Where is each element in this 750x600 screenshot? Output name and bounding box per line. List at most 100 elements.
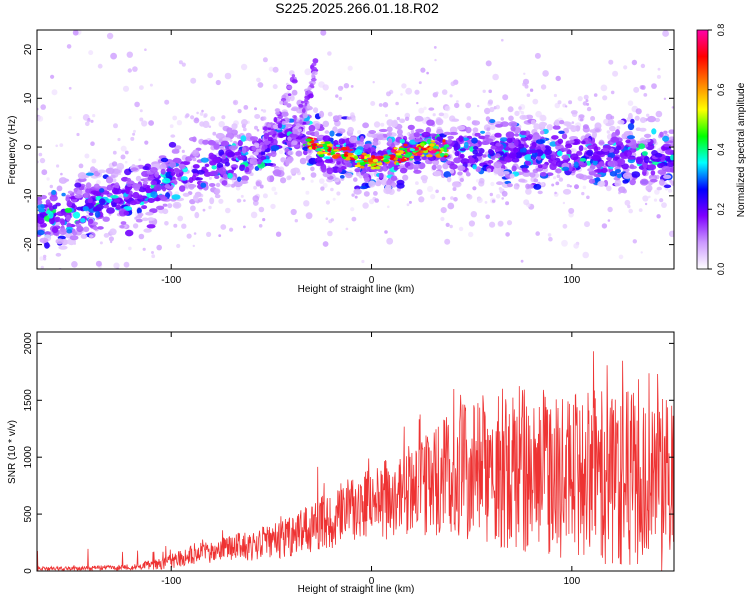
heatmap-cell	[156, 244, 162, 251]
heatmap-cell	[449, 126, 458, 134]
heatmap-cell	[612, 70, 619, 77]
heatmap-cell	[178, 60, 183, 65]
heatmap-cell	[573, 161, 579, 168]
heatmap-cell	[236, 134, 241, 139]
heatmap-cell	[416, 101, 419, 105]
heatmap-cell	[116, 162, 125, 171]
heatmap-cell	[615, 141, 624, 146]
heatmap-cell	[172, 157, 182, 164]
heatmap-cell	[446, 139, 453, 144]
heatmap-cell	[582, 251, 589, 259]
colorbar-tick-label: 0.6	[716, 83, 726, 96]
heatmap-cell	[291, 79, 298, 84]
heatmap-cell	[172, 115, 178, 121]
heatmap-cell	[218, 149, 225, 156]
heatmap-cell	[518, 178, 526, 183]
heatmap-cell	[403, 154, 412, 158]
heatmap-cell	[546, 124, 553, 131]
heatmap-cell	[255, 148, 262, 153]
heatmap-cell	[148, 120, 155, 126]
heatmap-cell	[94, 210, 101, 218]
snr-x-axis-label: Height of straight line (km)	[298, 584, 415, 595]
heatmap-cell	[594, 128, 601, 133]
heatmap-cell	[55, 300, 60, 305]
heatmap-cell	[269, 175, 275, 183]
heatmap-cell	[521, 167, 528, 172]
heatmap-cell	[324, 159, 334, 164]
heatmap-cell	[359, 135, 365, 142]
heatmap-cell	[200, 157, 209, 163]
heatmap-cell	[162, 203, 168, 207]
heatmap-cell	[593, 145, 599, 153]
heatmap-cell	[518, 143, 525, 149]
heatmap-cell	[314, 157, 323, 163]
heatmap-cell	[438, 112, 445, 117]
heatmap-cell	[408, 200, 412, 204]
heatmap-cell	[362, 202, 369, 209]
heatmap-cell	[56, 164, 60, 168]
heatmap-cell	[609, 160, 618, 168]
heatmap-cell	[244, 166, 250, 173]
heatmap-cell	[193, 117, 200, 124]
heatmap-cell	[570, 153, 579, 161]
heatmap-cell	[272, 84, 278, 90]
heatmap-cell	[236, 198, 242, 203]
heatmap-cell	[375, 180, 382, 187]
heatmap-cell	[46, 177, 50, 181]
heatmap-cell	[263, 133, 270, 139]
heatmap-cell	[264, 162, 274, 166]
heatmap-cell	[253, 151, 259, 156]
heatmap-cell	[553, 176, 557, 180]
heatmap-cell	[362, 122, 369, 129]
heatmap-cell	[435, 189, 439, 194]
spectrogram-x-ticks: -100 0 100	[161, 30, 581, 286]
heatmap-cell	[607, 206, 613, 213]
heatmap-cell	[59, 218, 65, 224]
heatmap-cell	[193, 232, 197, 235]
heatmap-cell	[493, 167, 502, 175]
heatmap-cell	[111, 161, 118, 167]
y-tick-label: 20	[23, 44, 34, 56]
heatmap-cell	[173, 223, 178, 228]
heatmap-cell	[622, 179, 629, 184]
heatmap-cell	[565, 105, 568, 108]
heatmap-cell	[243, 105, 249, 110]
heatmap-cell	[393, 166, 399, 171]
heatmap-cell	[344, 162, 352, 168]
heatmap-cell	[505, 131, 515, 139]
heatmap-cell	[130, 167, 139, 171]
heatmap-cell	[454, 150, 460, 157]
heatmap-cell	[506, 183, 513, 188]
heatmap-cell	[229, 227, 234, 232]
heatmap-cell	[628, 138, 637, 145]
heatmap-cell	[385, 114, 388, 117]
heatmap-cell	[58, 245, 68, 250]
heatmap-cell	[485, 214, 491, 220]
heatmap-cell	[223, 173, 228, 180]
heatmap-cell	[534, 52, 541, 59]
spectrogram-frame	[36, 29, 675, 270]
heatmap-cell	[466, 116, 472, 121]
heatmap-cell	[160, 168, 166, 175]
heatmap-cell	[176, 243, 181, 249]
heatmap-cell	[55, 252, 62, 257]
heatmap-cell	[74, 182, 82, 188]
heatmap-cell	[125, 187, 130, 195]
heatmap-cell	[443, 131, 452, 136]
heatmap-cell	[553, 93, 558, 98]
heatmap-cell	[149, 208, 158, 214]
heatmap-cell	[153, 184, 163, 192]
heatmap-cell	[68, 86, 72, 90]
heatmap-cell	[86, 118, 91, 123]
heatmap-cell	[441, 196, 446, 201]
heatmap-cell	[638, 143, 646, 150]
heatmap-cell	[254, 125, 258, 130]
heatmap-cell	[221, 180, 228, 186]
heatmap-cell	[533, 123, 540, 130]
heatmap-cell	[289, 95, 295, 102]
heatmap-cell	[237, 155, 245, 161]
heatmap-cell	[429, 143, 435, 147]
heatmap-cell	[167, 203, 173, 209]
heatmap-cell	[51, 89, 58, 96]
heatmap-cell	[468, 231, 474, 238]
